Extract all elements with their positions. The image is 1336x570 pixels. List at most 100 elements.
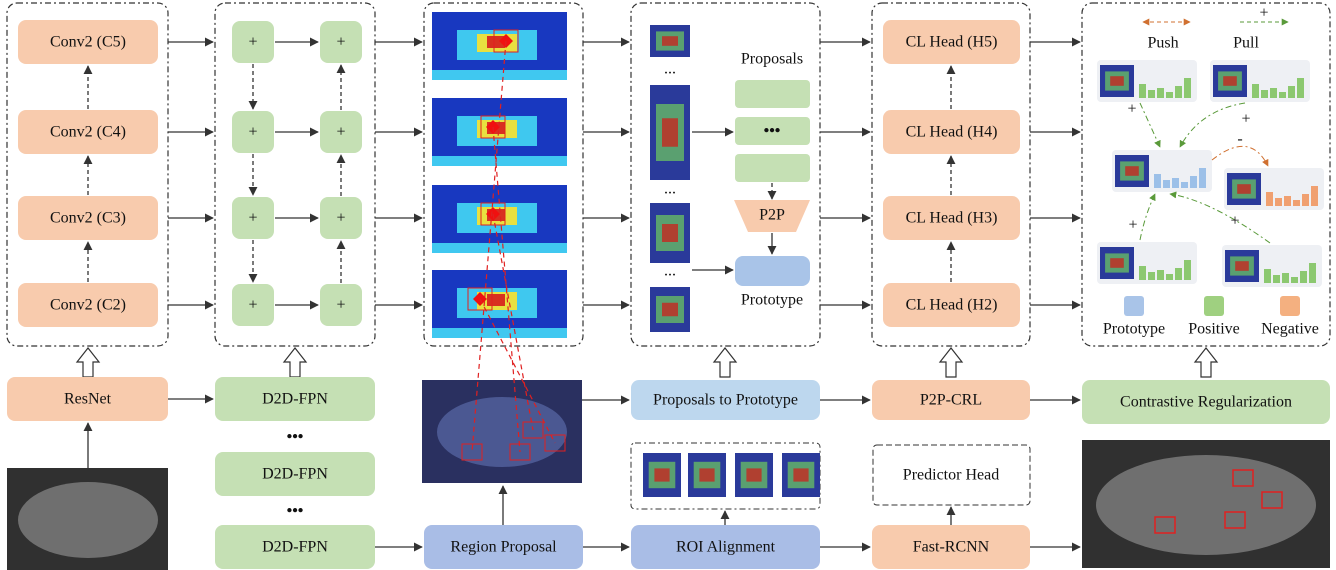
head-label: CL Head (H4) xyxy=(906,124,998,141)
prototype-box xyxy=(735,256,810,286)
push-curve xyxy=(1212,146,1268,166)
roi-patch xyxy=(1110,76,1124,86)
pipeline-label: Contrastive Regularization xyxy=(1120,394,1292,411)
prototype-label: Prototype xyxy=(741,292,803,309)
plus-sign: + xyxy=(248,297,257,314)
legend-swatch xyxy=(1280,296,1300,316)
feature-bar xyxy=(1175,86,1182,98)
pipeline-label: ROI Alignment xyxy=(676,539,776,556)
feature-bar xyxy=(1157,270,1164,280)
ellipsis: ••• xyxy=(287,429,304,446)
head-label: CL Head (H5) xyxy=(906,34,998,51)
ellipsis: ... xyxy=(664,61,676,78)
pull-plus: + xyxy=(1241,111,1250,128)
feature-bar xyxy=(1275,198,1282,206)
head-label: CL Head (H2) xyxy=(906,297,998,314)
feature-bar xyxy=(1279,92,1286,98)
page: Conv2 (C5) Conv2 (C4) Conv2 (C3) Conv2 (C2)… xyxy=(0,0,1336,570)
feature-bar xyxy=(1139,266,1146,280)
feature-bar xyxy=(1261,90,1268,98)
heatmap xyxy=(432,328,567,338)
feature-bar xyxy=(1139,84,1146,98)
feature-bar xyxy=(1184,78,1191,98)
feature-bar xyxy=(1302,194,1309,206)
fpn-label: D2D-FPN xyxy=(262,391,328,408)
roi-patch xyxy=(746,468,761,481)
feature-bar xyxy=(1293,200,1300,206)
predictor-label: Predictor Head xyxy=(903,467,999,484)
plus-sign: + xyxy=(336,34,345,51)
conv-label: Conv2 (C3) xyxy=(50,210,126,227)
feature-bar xyxy=(1181,182,1188,188)
roi-patch xyxy=(793,468,808,481)
legend-swatch xyxy=(1124,296,1144,316)
pull-curve xyxy=(1140,103,1160,147)
plus-sign: + xyxy=(248,124,257,141)
feature-bar xyxy=(1291,277,1298,283)
ellipsis: ... xyxy=(664,181,676,198)
legend-swatch xyxy=(1204,296,1224,316)
fpn-label: D2D-FPN xyxy=(262,539,328,556)
conv-label: Conv2 (C4) xyxy=(50,124,126,141)
roi-patch xyxy=(1237,184,1251,194)
feature-bar xyxy=(1172,178,1179,188)
legend-label: Negative xyxy=(1261,321,1319,338)
feature-bar xyxy=(1148,90,1155,98)
hollow-arrow xyxy=(940,348,962,377)
push-minus: - xyxy=(1237,131,1242,148)
feature-bar xyxy=(1166,274,1173,280)
roi-patch xyxy=(1223,76,1237,86)
heatmap xyxy=(432,156,567,166)
roi-patch xyxy=(662,118,678,147)
proposal-dots: ••• xyxy=(764,123,781,140)
plus-sign: + xyxy=(336,210,345,227)
framework-diagram: Conv2 (C5) Conv2 (C4) Conv2 (C3) Conv2 (C2)… xyxy=(0,0,1336,570)
roi-patch xyxy=(1110,258,1124,268)
feature-bar xyxy=(1273,275,1280,283)
ellipsis: ... xyxy=(664,263,676,280)
feature-bar xyxy=(1184,260,1191,280)
pull-curve xyxy=(1180,103,1245,147)
feature-bar xyxy=(1309,263,1316,283)
feature-bar xyxy=(1163,180,1170,188)
p2p-label: P2P xyxy=(759,207,785,224)
hollow-arrow xyxy=(77,348,99,377)
plus-sign: + xyxy=(336,297,345,314)
feature-bar xyxy=(1282,273,1289,283)
feature-bar xyxy=(1190,176,1197,188)
plus-sign: + xyxy=(248,210,257,227)
conv-label: Conv2 (C2) xyxy=(50,297,126,314)
roi-patch xyxy=(654,468,669,481)
pipeline-label: Fast-RCNN xyxy=(913,539,990,556)
feature-bar xyxy=(1199,168,1206,188)
feature-bar xyxy=(1311,186,1318,206)
head-label: CL Head (H3) xyxy=(906,210,998,227)
hollow-arrow xyxy=(714,348,736,377)
feature-bar xyxy=(1264,269,1271,283)
legend-label: Prototype xyxy=(1103,321,1165,338)
conv-label: Conv2 (C5) xyxy=(50,34,126,51)
xray-input xyxy=(18,482,158,558)
pull-plus: + xyxy=(1128,217,1137,234)
pull-curve xyxy=(1140,194,1155,240)
pull-plus: + xyxy=(1230,213,1239,230)
feature-bar xyxy=(1157,88,1164,98)
proposals-title: Proposals xyxy=(741,51,803,68)
roi-patch xyxy=(662,36,678,46)
feature-bar xyxy=(1154,174,1161,188)
resnet-label: ResNet xyxy=(64,391,112,408)
roi-patch xyxy=(699,468,714,481)
pipeline-label: Proposals to Prototype xyxy=(653,392,798,409)
roi-patch xyxy=(1235,261,1249,271)
feature-bar xyxy=(1252,84,1259,98)
feature-bar xyxy=(1175,268,1182,280)
hollow-arrow xyxy=(1195,348,1217,377)
pull-label: Pull xyxy=(1233,35,1259,52)
legend-label: Positive xyxy=(1188,321,1240,338)
feature-bar xyxy=(1270,88,1277,98)
pipeline-label: P2P-CRL xyxy=(920,392,982,409)
feature-bar xyxy=(1166,92,1173,98)
plus-sign: + xyxy=(248,34,257,51)
heatmap xyxy=(432,70,567,80)
push-label: Push xyxy=(1147,35,1178,52)
